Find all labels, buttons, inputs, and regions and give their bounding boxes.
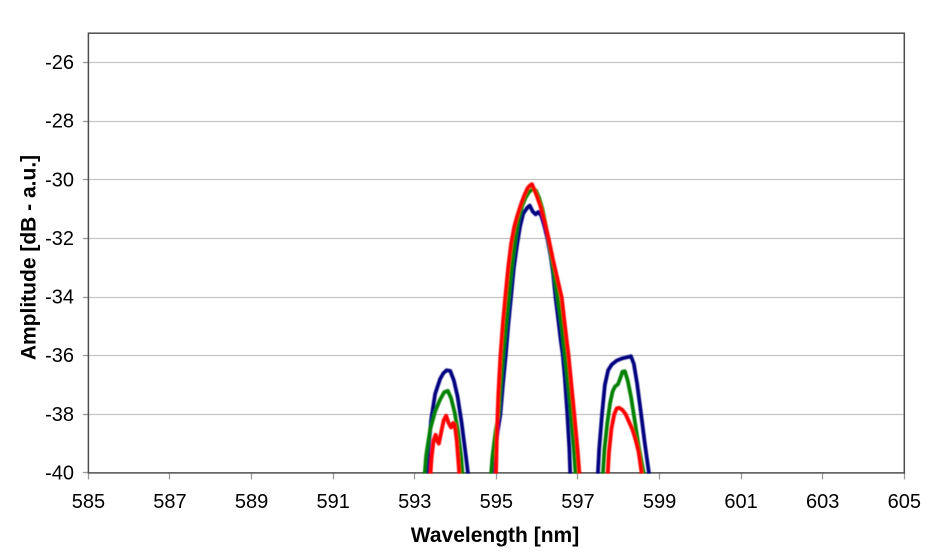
svg-text:589: 589: [235, 491, 268, 513]
svg-text:595: 595: [480, 491, 513, 513]
svg-text:605: 605: [888, 491, 921, 513]
svg-text:601: 601: [724, 491, 757, 513]
svg-text:Amplitude [dB - a.u.]: Amplitude [dB - a.u.]: [18, 155, 41, 360]
svg-text:585: 585: [72, 491, 105, 513]
svg-text:591: 591: [316, 491, 349, 513]
svg-text:603: 603: [806, 491, 839, 513]
svg-text:-32: -32: [45, 228, 74, 250]
svg-text:-28: -28: [45, 111, 74, 133]
svg-text:-34: -34: [45, 287, 74, 309]
svg-text:-38: -38: [45, 404, 74, 426]
svg-text:-30: -30: [45, 169, 74, 191]
svg-text:599: 599: [643, 491, 676, 513]
svg-text:-26: -26: [45, 52, 74, 74]
svg-text:-36: -36: [45, 345, 74, 367]
svg-text:597: 597: [561, 491, 594, 513]
svg-text:-40: -40: [45, 462, 74, 484]
svg-text:587: 587: [153, 491, 186, 513]
svg-text:593: 593: [398, 491, 431, 513]
svg-text:Wavelength [nm]: Wavelength [nm]: [411, 524, 579, 547]
